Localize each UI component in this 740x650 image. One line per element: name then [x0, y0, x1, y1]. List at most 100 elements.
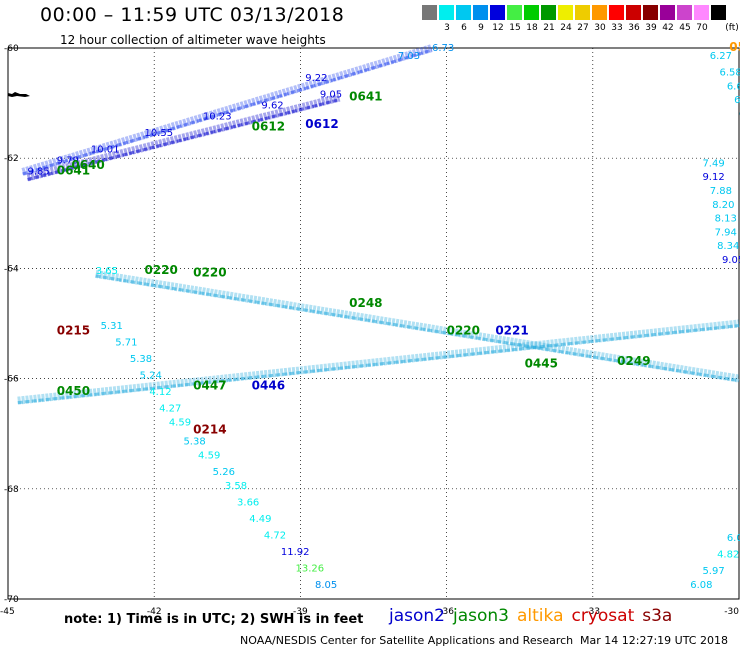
track-band — [17, 324, 740, 405]
swh-value: 6.08 — [690, 580, 712, 591]
x-tick-label: -33 — [585, 607, 600, 617]
swh-value: 5.38 — [183, 437, 205, 448]
satellite-legend: jason2 jason3 altika cryosat s3a — [389, 606, 680, 626]
time-label: 0612 — [252, 120, 285, 134]
swh-value: 6.27 — [710, 51, 732, 62]
swh-value: 10.23 — [203, 112, 232, 123]
legend-satellite-cryosat: cryosat — [571, 606, 635, 626]
swh-value: 10.01 — [91, 145, 120, 156]
swh-value: 6.73 — [432, 43, 454, 54]
scale-label: 36 — [628, 23, 640, 33]
generated-timestamp: Mar 14 12:27:19 UTC 2018 — [580, 634, 728, 647]
scale-swatch — [473, 5, 488, 20]
swh-value: 13.26 — [296, 563, 325, 574]
scale-label: 24 — [560, 23, 572, 33]
swh-value: 9.79 — [57, 156, 79, 167]
scale-swatch — [507, 5, 522, 20]
swh-value: 4.27 — [159, 404, 181, 415]
swh-values: 5.31 5.71 5.38 5.24 4.12 4.27 4.59 5.38 4.59 5.26… — [27, 43, 740, 591]
swh-value: 10.55 — [144, 128, 173, 139]
plot-frame — [7, 47, 740, 600]
swh-value: 4.72 — [264, 530, 286, 541]
x-tick-label: -42 — [147, 607, 162, 617]
y-tick-label: -60 — [4, 44, 19, 54]
swh-value: 9.85 — [27, 167, 49, 178]
swh-value: 6.63 — [734, 95, 740, 106]
swh-value: 9.05 — [722, 255, 740, 266]
page-subtitle: 12 hour collection of altimeter wave hei… — [60, 33, 326, 47]
scale-swatch — [609, 5, 624, 20]
track-band — [17, 319, 740, 405]
scale-swatch — [626, 5, 641, 20]
track-band — [21, 44, 434, 176]
x-tick-label: -39 — [293, 607, 308, 617]
swh-value: 4.59 — [198, 450, 220, 461]
swh-value: 6.05 — [727, 533, 740, 544]
y-tick-label: -70 — [4, 595, 19, 605]
swh-value: 8.13 — [715, 214, 737, 225]
swh-value: 5.31 — [101, 321, 123, 332]
scale-label: 3 — [444, 23, 450, 33]
legend-satellite-s3a: s3a — [642, 606, 673, 626]
scale-label: 27 — [577, 23, 589, 33]
y-tick-label: -62 — [4, 154, 19, 164]
scale-label: 70 — [696, 23, 708, 33]
satellite-tracks — [17, 44, 740, 405]
scale-swatch — [592, 5, 607, 20]
time-label: 0220 — [193, 266, 226, 280]
credit-line: NOAA/NESDIS Center for Satellite Applica… — [240, 634, 574, 647]
track-band — [22, 48, 433, 176]
time-label: 0641 — [349, 89, 382, 103]
scale-swatch — [422, 5, 437, 20]
coastline — [8, 92, 30, 97]
swh-value: 5.38 — [130, 354, 152, 365]
x-tick-label: -45 — [0, 607, 15, 617]
scale-swatch — [711, 5, 726, 20]
scale-swatch — [456, 5, 471, 20]
scale-swatch — [524, 5, 539, 20]
scale-label: 21 — [543, 23, 555, 33]
track-band — [27, 98, 340, 181]
y-tick-label: -66 — [4, 375, 19, 385]
swh-value: 11.92 — [281, 547, 310, 558]
swh-value: 3.65 — [96, 266, 118, 277]
swh-value: 8.05 — [315, 580, 337, 591]
scale-label: 6 — [461, 23, 467, 33]
time-label: 0450 — [57, 384, 90, 398]
time-label: 0214 — [193, 423, 226, 437]
swh-value: 7.49 — [702, 158, 724, 169]
time-label: 0248 — [349, 296, 382, 310]
time-label: 0446 — [252, 379, 285, 393]
scale-label: 12 — [492, 23, 504, 33]
swh-value: 6.68 — [727, 81, 740, 92]
scale-label: 30 — [594, 23, 606, 33]
x-tick-label: -36 — [439, 607, 454, 617]
swh-value: 4.12 — [149, 387, 171, 398]
time-label: 0447 — [193, 379, 226, 393]
time-label: 0641 — [57, 164, 90, 178]
y-tick-labels: -60 -62 -64 -66 -68 -70 — [4, 44, 19, 605]
swh-value: 7.03 — [398, 51, 420, 62]
swh-value: 4.82 — [717, 550, 739, 561]
scale-label: 39 — [645, 23, 657, 33]
x-tick-label: -30 — [724, 607, 739, 617]
scale-label: 33 — [611, 23, 623, 33]
scale-swatch — [660, 5, 675, 20]
scale-label: 45 — [679, 23, 691, 33]
swh-value: 5.97 — [702, 566, 724, 577]
swh-value: 4.59 — [169, 417, 191, 428]
scale-swatch — [490, 5, 505, 20]
time-label: 0220 — [144, 263, 177, 277]
legend-satellite-jason2: jason2 — [389, 606, 445, 626]
swh-value: 6.58 — [720, 68, 740, 79]
scale-swatch — [558, 5, 573, 20]
y-tick-label: -68 — [4, 485, 19, 495]
scale-swatch — [575, 5, 590, 20]
swh-value: 9.12 — [702, 172, 724, 183]
scale-swatch — [694, 5, 709, 20]
island-outline — [8, 92, 30, 97]
x-tick-labels: -45 -42 -39 -36 -33 -30 — [0, 607, 739, 617]
time-label: 0221 — [495, 324, 528, 338]
legend-satellite-altika: altika — [517, 606, 564, 626]
